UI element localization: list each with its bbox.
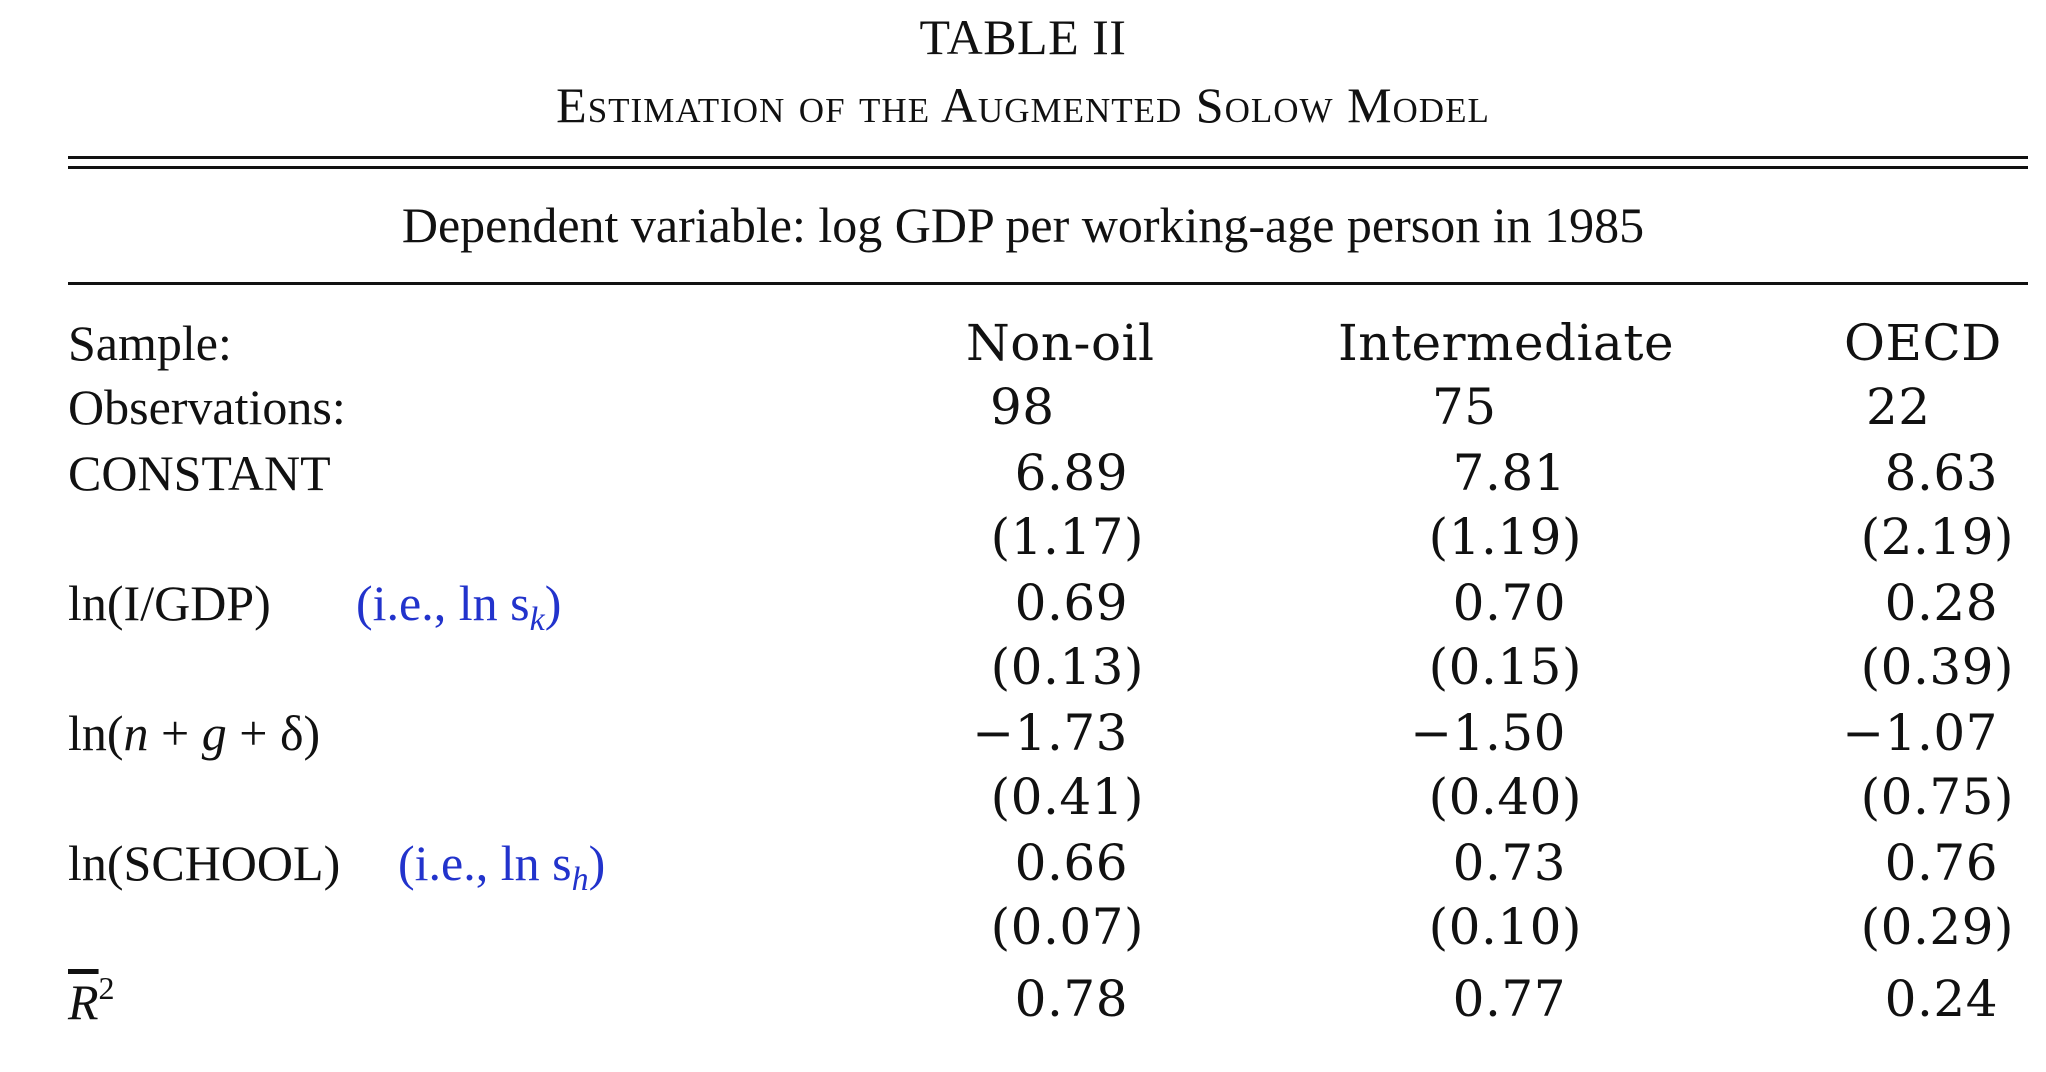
sample-label: Sample: <box>68 315 232 371</box>
column-header-intermediate: Intermediate <box>1338 314 1675 372</box>
r-squared-intermediate: 0.77 <box>1452 970 1566 1028</box>
column-header-non-oil: Non-oil <box>966 314 1155 372</box>
investment-se-non-oil: (0.13) <box>990 638 1144 696</box>
constant-se-non-oil: (1.17) <box>990 508 1144 566</box>
population-growth-se-oecd: (0.75) <box>1860 768 2014 826</box>
column-header-oecd: OECD <box>1844 314 2002 372</box>
school-row: ln(SCHOOL) (i.e., ln sh) 0.66 0.73 0.76 <box>0 834 2046 898</box>
population-growth-oecd: −1.07 <box>1842 704 1998 762</box>
school-label: ln(SCHOOL) <box>68 835 341 891</box>
population-growth-row: ln(n + g + δ) −1.73 −1.50 −1.07 <box>0 704 2046 766</box>
school-se-row: (0.07) (0.10) (0.29) <box>0 898 2046 960</box>
mid-rule <box>68 282 2028 285</box>
top-rule-2 <box>68 166 2028 169</box>
population-growth-se-row: (0.41) (0.40) (0.75) <box>0 768 2046 830</box>
constant-oecd: 8.63 <box>1884 444 1998 502</box>
population-growth-se-non-oil: (0.41) <box>990 768 1144 826</box>
table-title: TABLE II <box>919 9 1127 65</box>
dependent-variable-caption: Dependent variable: log GDP per working-… <box>401 197 1645 253</box>
observations-label: Observations: <box>68 379 346 435</box>
sample-row: Sample: Non-oil Intermediate OECD <box>0 314 2046 376</box>
population-growth-label: ln(n + g + δ) <box>68 705 321 761</box>
r-squared-oecd: 0.24 <box>1884 970 1998 1028</box>
school-annotation: (i.e., ln sh) <box>398 835 606 898</box>
constant-non-oil: 6.89 <box>1014 444 1128 502</box>
investment-se-intermediate: (0.15) <box>1428 638 1582 696</box>
investment-se-row: (0.13) (0.15) (0.39) <box>0 638 2046 700</box>
constant-se-intermediate: (1.19) <box>1428 508 1582 566</box>
investment-se-oecd: (0.39) <box>1860 638 2014 696</box>
school-se-oecd: (0.29) <box>1860 898 2014 956</box>
constant-row: CONSTANT 6.89 7.81 8.63 <box>0 444 2046 506</box>
school-se-non-oil: (0.07) <box>990 898 1144 956</box>
table-subtitle: Estimation of the Augmented Solow Model <box>556 77 1490 133</box>
school-intermediate: 0.73 <box>1452 834 1566 892</box>
constant-intermediate: 7.81 <box>1452 444 1566 502</box>
population-growth-non-oil: −1.73 <box>972 704 1128 762</box>
constant-label: CONSTANT <box>68 445 331 501</box>
constant-se-oecd: (2.19) <box>1860 508 2014 566</box>
investment-row: ln(I/GDP) (i.e., ln sk) 0.69 0.70 0.28 <box>0 574 2046 638</box>
investment-oecd: 0.28 <box>1884 574 1998 632</box>
investment-non-oil: 0.69 <box>1014 574 1128 632</box>
school-se-intermediate: (0.10) <box>1428 898 1582 956</box>
population-growth-intermediate: −1.50 <box>1410 704 1566 762</box>
r-squared-non-oil: 0.78 <box>1014 970 1128 1028</box>
r-squared-label: R2 <box>68 970 115 1030</box>
observations-oecd: 22 <box>1866 378 1931 436</box>
observations-row: Observations: 98 75 22 <box>0 378 2046 440</box>
population-growth-se-intermediate: (0.40) <box>1428 768 1582 826</box>
school-oecd: 0.76 <box>1884 834 1998 892</box>
investment-annotation: (i.e., ln sk) <box>356 575 562 638</box>
top-rule-1 <box>68 156 2028 159</box>
observations-non-oil: 98 <box>990 378 1055 436</box>
observations-intermediate: 75 <box>1432 378 1497 436</box>
investment-label: ln(I/GDP) <box>68 575 271 631</box>
constant-se-row: (1.17) (1.19) (2.19) <box>0 508 2046 570</box>
school-non-oil: 0.66 <box>1014 834 1128 892</box>
r-squared-row: R2 0.78 0.77 0.24 <box>0 970 2046 1032</box>
investment-intermediate: 0.70 <box>1452 574 1566 632</box>
